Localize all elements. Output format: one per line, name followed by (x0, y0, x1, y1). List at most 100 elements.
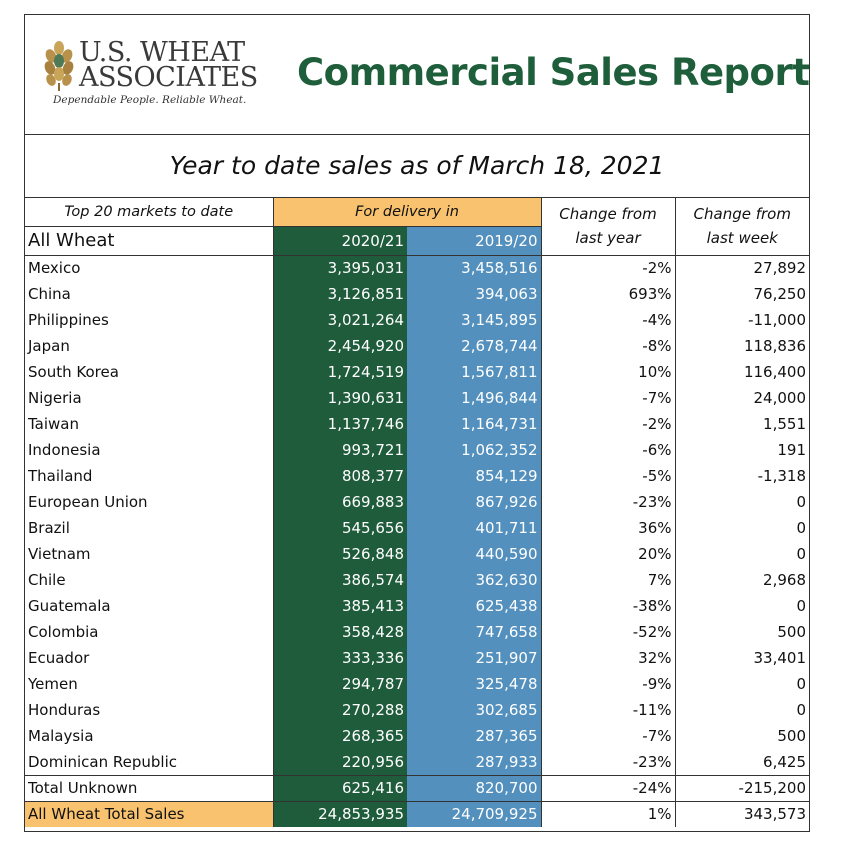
sales-2020-21: 268,365 (272, 723, 407, 749)
change-last-week: 0 (674, 671, 809, 697)
sales-2020-21: 993,721 (272, 437, 407, 463)
change-last-week: 116,400 (674, 359, 809, 385)
sales-2020-21: 1,137,746 (272, 411, 407, 437)
sales-2019-20: 302,685 (407, 697, 541, 723)
change-last-year: -6% (540, 437, 675, 463)
change-last-year: -24% (540, 775, 675, 802)
change-last-year: -5% (540, 463, 675, 489)
change-last-week: 343,573 (674, 801, 809, 827)
header-row-2: All Wheat 2020/21 2019/20 (25, 226, 809, 256)
market-name: Malaysia (28, 727, 94, 745)
table-row: Ecuador 333,336 251,907 32% 33,401 (25, 645, 809, 671)
sales-2020-21: 3,021,264 (272, 307, 407, 333)
change-last-year: 1% (540, 801, 675, 827)
header-row-1: Top 20 markets to date For delivery in C… (25, 198, 809, 256)
change-last-week: 500 (674, 619, 809, 645)
change-last-week: -1,318 (674, 463, 809, 489)
change-last-year: 20% (540, 541, 675, 567)
sales-2020-21: 526,848 (272, 541, 407, 567)
market-name: Chile (28, 571, 66, 589)
change-last-year: -8% (540, 333, 675, 359)
change-last-week: 0 (674, 593, 809, 619)
sales-2020-21: 3,395,031 (272, 255, 407, 281)
market-name: Philippines (28, 311, 109, 329)
market-name: China (28, 285, 71, 303)
table-row: Indonesia 993,721 1,062,352 -6% 191 (25, 437, 809, 463)
sales-2020-21: 220,956 (272, 749, 407, 776)
change-last-week: 191 (674, 437, 809, 463)
change-last-week: 76,250 (674, 281, 809, 307)
col-header-2019-20: 2019/20 (407, 226, 541, 256)
sales-2020-21: 3,126,851 (272, 281, 407, 307)
report-subtitle: Year to date sales as of March 18, 2021 (25, 135, 809, 198)
market-name: Thailand (28, 467, 93, 485)
sales-2019-20: 1,567,811 (407, 359, 541, 385)
change-last-year: -9% (540, 671, 675, 697)
change-last-year: -7% (540, 723, 675, 749)
table-row: Brazil 545,656 401,711 36% 0 (25, 515, 809, 541)
market-name: Vietnam (28, 545, 91, 563)
change-last-week: 1,551 (674, 411, 809, 437)
sales-2019-20: 867,926 (407, 489, 541, 515)
change-last-week: 33,401 (674, 645, 809, 671)
sales-2019-20: 1,062,352 (407, 437, 541, 463)
table-row: Japan 2,454,920 2,678,744 -8% 118,836 (25, 333, 809, 359)
change-last-week: 0 (674, 541, 809, 567)
sales-2019-20: 401,711 (407, 515, 541, 541)
change-last-year: 693% (540, 281, 675, 307)
logo-text-line1: U.S. WHEAT (79, 37, 245, 68)
sales-2019-20: 362,630 (407, 567, 541, 593)
market-name: Indonesia (28, 441, 101, 459)
col-header-top20: Top 20 markets to date (25, 198, 273, 227)
col-header-2020-21: 2020/21 (272, 226, 407, 256)
sales-2020-21: 2,454,920 (272, 333, 407, 359)
sales-2020-21: 333,336 (272, 645, 407, 671)
market-name: South Korea (28, 363, 119, 381)
table-row: Chile 386,574 362,630 7% 2,968 (25, 567, 809, 593)
table-row: Thailand 808,377 854,129 -5% -1,318 (25, 463, 809, 489)
sales-2019-20: 440,590 (407, 541, 541, 567)
sales-2020-21: 24,853,935 (272, 801, 407, 827)
change-last-year: 32% (540, 645, 675, 671)
sales-2019-20: 3,145,895 (407, 307, 541, 333)
change-last-week: 0 (674, 515, 809, 541)
sales-2019-20: 251,907 (407, 645, 541, 671)
table-row: China 3,126,851 394,063 693% 76,250 (25, 281, 809, 307)
sales-2020-21: 625,416 (272, 775, 407, 802)
change-last-year: -52% (540, 619, 675, 645)
change-last-week: 500 (674, 723, 809, 749)
sales-2019-20: 325,478 (407, 671, 541, 697)
change-last-year: 36% (540, 515, 675, 541)
market-name: Total Unknown (25, 775, 273, 802)
change-last-year: -23% (540, 749, 675, 776)
table-row: Nigeria 1,390,631 1,496,844 -7% 24,000 (25, 385, 809, 411)
change-last-week: 27,892 (674, 255, 809, 281)
logo-tagline: Dependable People. Reliable Wheat. (53, 94, 247, 106)
table-row: Philippines 3,021,264 3,145,895 -4% -11,000 (25, 307, 809, 333)
table-row: Honduras 270,288 302,685 -11% 0 (25, 697, 809, 723)
sales-2020-21: 386,574 (272, 567, 407, 593)
table-row: Guatemala 385,413 625,438 -38% 0 (25, 593, 809, 619)
logo-text-line2: ASSOCIATES (79, 62, 258, 93)
change-last-year: 7% (540, 567, 675, 593)
sales-2019-20: 747,658 (407, 619, 541, 645)
change-last-year: -4% (540, 307, 675, 333)
sales-2019-20: 625,438 (407, 593, 541, 619)
change-last-week: 6,425 (674, 749, 809, 776)
sales-2020-21: 669,883 (272, 489, 407, 515)
market-name: Yemen (28, 675, 78, 693)
sales-2019-20: 854,129 (407, 463, 541, 489)
report-title: Commercial Sales Report (297, 51, 810, 94)
market-name: Honduras (28, 701, 101, 719)
sales-2019-20: 820,700 (407, 775, 541, 802)
col-header-change-week: Change from last week (674, 198, 809, 256)
market-name: Nigeria (28, 389, 82, 407)
change-last-week: 24,000 (674, 385, 809, 411)
market-name: Colombia (28, 623, 99, 641)
change-last-week: -215,200 (674, 775, 809, 802)
sales-2020-21: 1,390,631 (272, 385, 407, 411)
market-name: All Wheat Total Sales (25, 801, 273, 827)
table-row: Malaysia 268,365 287,365 -7% 500 (25, 723, 809, 749)
table-row: Taiwan 1,137,746 1,164,731 -2% 1,551 (25, 411, 809, 437)
table-row: European Union 669,883 867,926 -23% 0 (25, 489, 809, 515)
